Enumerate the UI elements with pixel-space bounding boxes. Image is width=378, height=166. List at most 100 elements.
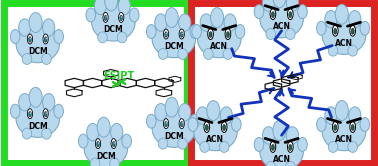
Ellipse shape [285, 29, 295, 40]
Ellipse shape [117, 32, 127, 43]
Ellipse shape [179, 119, 184, 129]
Ellipse shape [262, 0, 275, 11]
Ellipse shape [179, 14, 191, 31]
Ellipse shape [222, 122, 227, 132]
Ellipse shape [11, 30, 20, 43]
Text: ACN: ACN [210, 42, 228, 51]
Ellipse shape [163, 119, 169, 129]
Ellipse shape [110, 158, 119, 166]
Ellipse shape [334, 28, 337, 34]
Ellipse shape [360, 21, 370, 35]
Ellipse shape [180, 32, 183, 37]
Ellipse shape [44, 37, 47, 42]
Ellipse shape [147, 25, 156, 39]
Ellipse shape [79, 134, 88, 148]
Ellipse shape [232, 118, 241, 131]
Ellipse shape [360, 118, 370, 131]
Ellipse shape [111, 139, 116, 149]
Text: ACN: ACN [335, 135, 353, 144]
Ellipse shape [197, 20, 241, 58]
Ellipse shape [87, 124, 99, 141]
Ellipse shape [348, 45, 358, 56]
Ellipse shape [322, 17, 366, 54]
Ellipse shape [348, 141, 358, 152]
FancyBboxPatch shape [4, 3, 187, 163]
Ellipse shape [179, 29, 184, 39]
Ellipse shape [179, 104, 191, 121]
Ellipse shape [54, 104, 64, 118]
Ellipse shape [207, 101, 220, 121]
Ellipse shape [42, 128, 51, 139]
Ellipse shape [190, 25, 200, 39]
FancyBboxPatch shape [191, 3, 374, 163]
Ellipse shape [224, 14, 236, 31]
Ellipse shape [190, 114, 200, 128]
Ellipse shape [260, 133, 303, 166]
Text: DCM: DCM [28, 47, 48, 56]
Text: DCM: DCM [28, 122, 48, 131]
Ellipse shape [119, 12, 124, 22]
Ellipse shape [106, 16, 107, 18]
Ellipse shape [166, 123, 167, 124]
Ellipse shape [95, 139, 101, 149]
Ellipse shape [163, 29, 169, 39]
Ellipse shape [158, 138, 168, 149]
Ellipse shape [200, 141, 209, 152]
Ellipse shape [328, 45, 338, 56]
Ellipse shape [288, 141, 293, 152]
Ellipse shape [271, 144, 274, 150]
Ellipse shape [208, 29, 213, 40]
Ellipse shape [130, 8, 139, 22]
Ellipse shape [118, 0, 130, 15]
Ellipse shape [270, 9, 276, 20]
Text: ESIPT: ESIPT [104, 72, 135, 82]
Ellipse shape [350, 122, 355, 132]
Ellipse shape [155, 104, 167, 121]
Ellipse shape [43, 19, 55, 36]
Text: DCM: DCM [104, 25, 123, 34]
Ellipse shape [114, 142, 115, 144]
Ellipse shape [209, 32, 212, 38]
Ellipse shape [165, 8, 178, 28]
Ellipse shape [271, 12, 274, 18]
Ellipse shape [27, 34, 33, 44]
Ellipse shape [254, 137, 264, 151]
Ellipse shape [325, 107, 337, 124]
Ellipse shape [349, 107, 361, 124]
Ellipse shape [152, 110, 196, 147]
Ellipse shape [29, 13, 42, 33]
Ellipse shape [288, 9, 293, 20]
Ellipse shape [287, 127, 299, 144]
Ellipse shape [111, 124, 123, 141]
Ellipse shape [178, 48, 187, 59]
Ellipse shape [98, 142, 99, 144]
Ellipse shape [328, 141, 338, 152]
Ellipse shape [104, 15, 107, 21]
Ellipse shape [44, 112, 47, 117]
Ellipse shape [29, 112, 31, 117]
Ellipse shape [273, 121, 286, 140]
Ellipse shape [333, 122, 338, 132]
Ellipse shape [298, 137, 307, 151]
Ellipse shape [22, 53, 32, 64]
Ellipse shape [266, 161, 276, 166]
Ellipse shape [333, 25, 338, 36]
Text: ACN: ACN [273, 155, 291, 164]
Ellipse shape [42, 53, 51, 64]
Ellipse shape [94, 0, 107, 15]
Ellipse shape [166, 33, 167, 34]
Ellipse shape [351, 28, 354, 34]
Ellipse shape [349, 11, 361, 28]
Text: DCM: DCM [164, 132, 184, 141]
Ellipse shape [105, 0, 118, 11]
Ellipse shape [84, 130, 127, 166]
Ellipse shape [11, 104, 20, 118]
Ellipse shape [178, 138, 187, 149]
Text: DCM: DCM [164, 42, 184, 51]
Ellipse shape [43, 34, 48, 44]
Ellipse shape [165, 122, 167, 127]
Ellipse shape [260, 0, 303, 38]
Ellipse shape [317, 21, 326, 35]
Ellipse shape [351, 124, 354, 130]
Ellipse shape [223, 124, 226, 130]
